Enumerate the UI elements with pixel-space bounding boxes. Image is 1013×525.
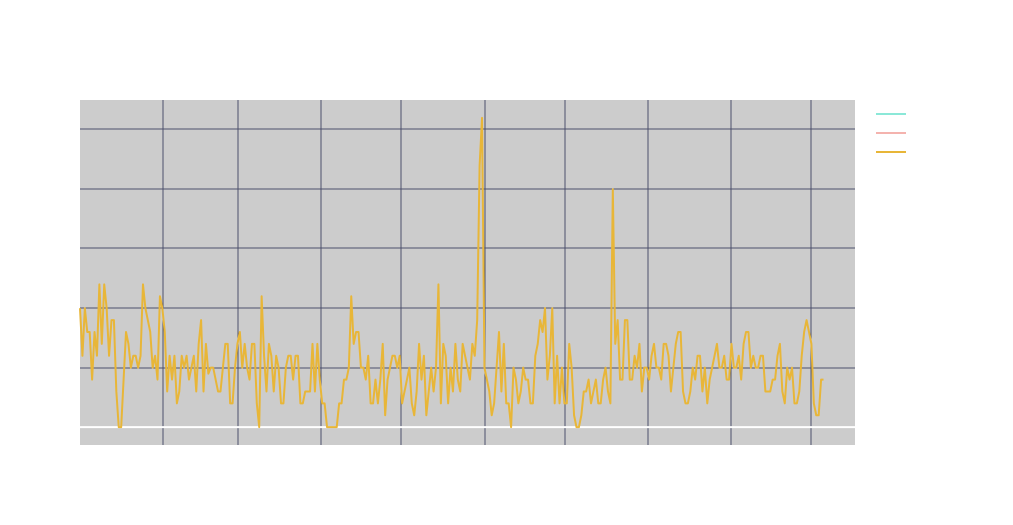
series-line-3 xyxy=(79,116,824,429)
series-layer xyxy=(79,116,824,429)
legend[interactable] xyxy=(876,113,906,153)
plot-area xyxy=(80,100,855,445)
